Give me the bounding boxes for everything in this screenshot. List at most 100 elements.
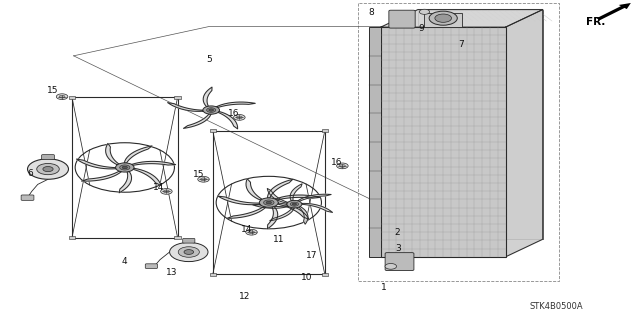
Circle shape	[246, 229, 257, 235]
Circle shape	[207, 108, 216, 112]
Circle shape	[385, 263, 397, 269]
Polygon shape	[268, 179, 292, 198]
Text: 1: 1	[381, 283, 387, 292]
Circle shape	[161, 189, 172, 194]
Circle shape	[28, 159, 68, 179]
Text: 8: 8	[369, 8, 374, 17]
Polygon shape	[76, 159, 116, 169]
Polygon shape	[268, 206, 278, 229]
Text: 12: 12	[239, 292, 250, 301]
Polygon shape	[246, 179, 262, 200]
Circle shape	[201, 178, 206, 181]
Text: 2: 2	[394, 228, 399, 237]
Polygon shape	[278, 203, 309, 219]
Polygon shape	[132, 161, 175, 165]
Circle shape	[120, 165, 130, 170]
Circle shape	[429, 11, 457, 25]
Circle shape	[291, 202, 299, 206]
Polygon shape	[218, 196, 260, 205]
Polygon shape	[298, 194, 331, 201]
Circle shape	[116, 163, 134, 172]
Text: 14: 14	[153, 183, 164, 192]
Text: 4: 4	[122, 257, 127, 266]
Text: 3: 3	[396, 244, 401, 253]
Text: 17: 17	[306, 251, 317, 260]
FancyBboxPatch shape	[145, 264, 157, 269]
Circle shape	[266, 201, 271, 204]
Text: 5: 5	[207, 55, 212, 63]
Bar	[418, 10, 543, 239]
Bar	[321, 129, 328, 132]
Circle shape	[56, 94, 68, 100]
Bar	[424, 13, 462, 27]
Circle shape	[337, 163, 348, 169]
Bar	[69, 96, 76, 99]
Bar	[69, 236, 76, 239]
Text: 9: 9	[419, 24, 424, 33]
Circle shape	[248, 231, 255, 234]
Polygon shape	[506, 10, 543, 257]
Polygon shape	[184, 114, 211, 129]
Text: 11: 11	[273, 235, 284, 244]
FancyArrow shape	[596, 3, 631, 20]
Polygon shape	[299, 207, 308, 224]
FancyBboxPatch shape	[389, 10, 415, 28]
Circle shape	[164, 190, 169, 193]
Circle shape	[198, 176, 209, 182]
Circle shape	[419, 9, 429, 14]
Text: STK4B0500A: STK4B0500A	[530, 302, 584, 311]
Text: 13: 13	[166, 268, 177, 277]
Circle shape	[340, 165, 346, 167]
Text: 15: 15	[193, 170, 204, 179]
Polygon shape	[301, 204, 333, 212]
FancyBboxPatch shape	[385, 253, 414, 271]
Polygon shape	[227, 207, 266, 219]
Text: 6: 6	[28, 169, 33, 178]
Circle shape	[36, 163, 60, 175]
Text: 16: 16	[228, 109, 239, 118]
Polygon shape	[216, 102, 255, 108]
Circle shape	[43, 167, 53, 172]
FancyBboxPatch shape	[42, 155, 54, 160]
Polygon shape	[275, 195, 320, 200]
FancyBboxPatch shape	[21, 195, 34, 200]
Circle shape	[170, 242, 208, 262]
Polygon shape	[119, 172, 132, 193]
Polygon shape	[81, 171, 121, 181]
Polygon shape	[133, 168, 161, 186]
Text: 16: 16	[331, 158, 342, 167]
Circle shape	[59, 95, 65, 98]
Circle shape	[184, 250, 193, 255]
Polygon shape	[268, 189, 288, 203]
Circle shape	[203, 106, 220, 114]
Bar	[210, 273, 216, 276]
Polygon shape	[106, 143, 119, 165]
Polygon shape	[168, 103, 204, 111]
Text: 14: 14	[241, 225, 252, 234]
Polygon shape	[269, 208, 294, 221]
Text: FR.: FR.	[586, 17, 605, 27]
Circle shape	[264, 200, 274, 205]
Circle shape	[237, 116, 243, 119]
Polygon shape	[381, 10, 543, 27]
Polygon shape	[124, 146, 152, 163]
Circle shape	[234, 115, 245, 120]
Circle shape	[287, 200, 302, 208]
Circle shape	[292, 203, 296, 205]
Bar	[174, 236, 181, 239]
Bar	[369, 27, 381, 257]
Circle shape	[122, 166, 127, 169]
Text: 15: 15	[47, 86, 59, 95]
Bar	[381, 27, 506, 257]
Polygon shape	[218, 111, 237, 129]
Bar	[174, 96, 181, 99]
Polygon shape	[290, 184, 302, 201]
Circle shape	[209, 109, 214, 111]
Text: 10: 10	[301, 273, 313, 282]
Bar	[321, 273, 328, 276]
Polygon shape	[204, 87, 212, 107]
Circle shape	[178, 247, 200, 257]
Polygon shape	[253, 205, 289, 208]
Bar	[72, 97, 178, 238]
Bar	[210, 129, 216, 132]
